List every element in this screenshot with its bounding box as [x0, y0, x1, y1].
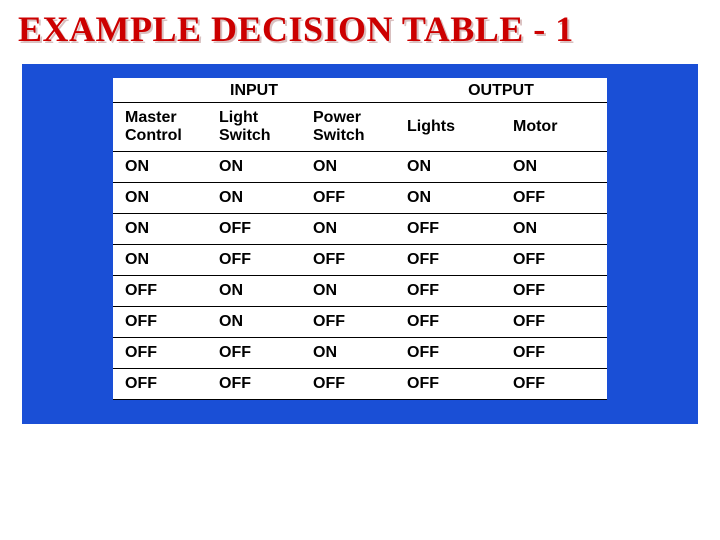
- cell: ON: [207, 183, 301, 214]
- decision-table: INPUT OUTPUT Master Control Light Switch…: [113, 78, 607, 400]
- cell: ON: [113, 183, 207, 214]
- cell: OFF: [501, 245, 607, 276]
- cell: OFF: [395, 214, 501, 245]
- cell: ON: [113, 152, 207, 183]
- cell: OFF: [301, 307, 395, 338]
- cell: OFF: [207, 338, 301, 369]
- table-row: OFF ON ON OFF OFF: [113, 276, 607, 307]
- cell: OFF: [395, 369, 501, 400]
- cell: OFF: [207, 245, 301, 276]
- cell: OFF: [501, 183, 607, 214]
- cell: OFF: [207, 214, 301, 245]
- cell: OFF: [301, 369, 395, 400]
- cell: OFF: [395, 338, 501, 369]
- cell: OFF: [501, 338, 607, 369]
- cell: ON: [301, 338, 395, 369]
- table-row: OFF OFF ON OFF OFF: [113, 338, 607, 369]
- cell: ON: [501, 214, 607, 245]
- table-row: ON ON OFF ON OFF: [113, 183, 607, 214]
- cell: OFF: [113, 307, 207, 338]
- col-motor: Motor: [501, 103, 607, 152]
- table-row: OFF ON OFF OFF OFF: [113, 307, 607, 338]
- group-header-input: INPUT: [113, 78, 395, 103]
- cell: ON: [207, 152, 301, 183]
- cell: OFF: [395, 245, 501, 276]
- cell: OFF: [113, 276, 207, 307]
- table-row: ON OFF ON OFF ON: [113, 214, 607, 245]
- cell: ON: [207, 276, 301, 307]
- cell: ON: [113, 214, 207, 245]
- cell: ON: [395, 152, 501, 183]
- cell: OFF: [113, 338, 207, 369]
- cell: OFF: [395, 307, 501, 338]
- cell: ON: [301, 214, 395, 245]
- cell: OFF: [501, 369, 607, 400]
- cell: OFF: [301, 183, 395, 214]
- table-row: OFF OFF OFF OFF OFF: [113, 369, 607, 400]
- cell: ON: [301, 152, 395, 183]
- col-light-switch: Light Switch: [207, 103, 301, 152]
- cell: OFF: [501, 276, 607, 307]
- cell: ON: [395, 183, 501, 214]
- page-title: EXAMPLE DECISION TABLE - 1: [0, 0, 720, 50]
- cell: ON: [113, 245, 207, 276]
- cell: ON: [207, 307, 301, 338]
- cell: OFF: [395, 276, 501, 307]
- col-master-control: Master Control: [113, 103, 207, 152]
- table-body: INPUT OUTPUT Master Control Light Switch…: [113, 78, 607, 400]
- col-lights: Lights: [395, 103, 501, 152]
- table-row: ON OFF OFF OFF OFF: [113, 245, 607, 276]
- cell: ON: [301, 276, 395, 307]
- table-row: ON ON ON ON ON: [113, 152, 607, 183]
- group-header-output: OUTPUT: [395, 78, 607, 103]
- cell: OFF: [207, 369, 301, 400]
- cell: OFF: [113, 369, 207, 400]
- cell: OFF: [301, 245, 395, 276]
- col-power-switch: Power Switch: [301, 103, 395, 152]
- table-panel: INPUT OUTPUT Master Control Light Switch…: [22, 64, 698, 424]
- group-header-row: INPUT OUTPUT: [113, 78, 607, 103]
- cell: ON: [501, 152, 607, 183]
- cell: OFF: [501, 307, 607, 338]
- table-wrap: INPUT OUTPUT Master Control Light Switch…: [22, 64, 698, 424]
- column-header-row: Master Control Light Switch Power Switch…: [113, 103, 607, 152]
